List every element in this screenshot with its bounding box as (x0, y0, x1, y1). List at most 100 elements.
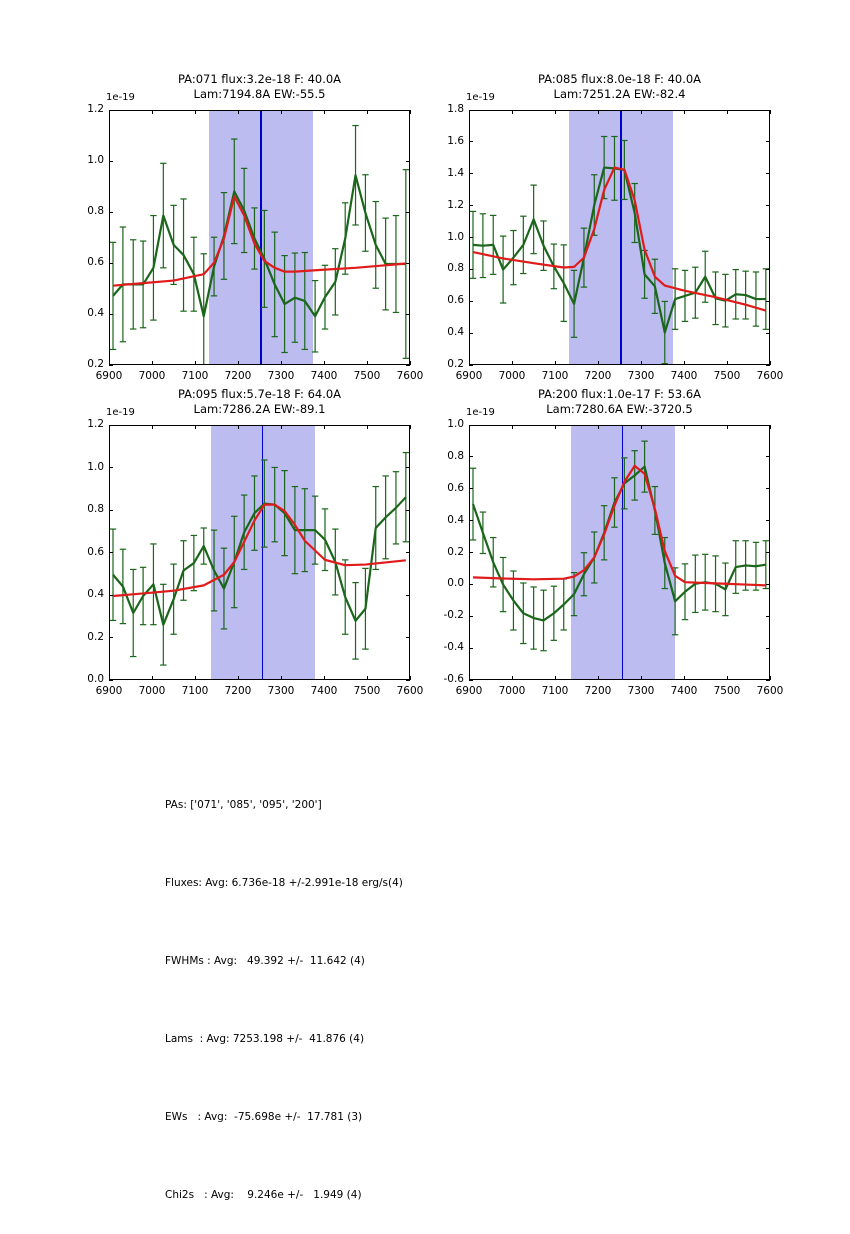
y-tick-label: 1.0 (447, 418, 464, 430)
x-tick-label: 7200 (224, 370, 252, 382)
x-tick-label: 7000 (138, 370, 166, 382)
y-tick (469, 300, 473, 302)
x-tick (108, 676, 110, 680)
x-tick-label: 7600 (396, 370, 424, 382)
x-tick (194, 110, 196, 114)
y-tick (469, 109, 473, 111)
plot-area (109, 425, 410, 680)
y-tick-label: 0.8 (87, 205, 104, 217)
line-center-marker (620, 111, 622, 364)
panel-title-line2: Lam:7280.6A EW:-3720.5 (546, 402, 693, 416)
summary-line-lams: Lams : Avg: 7253.198 +/- 41.876 (4) (165, 1033, 365, 1045)
y-tick-label: 0.2 (87, 358, 104, 370)
x-tick-label: 7100 (541, 370, 569, 382)
fit-window-band (568, 111, 674, 364)
plot-area (469, 425, 770, 680)
x-tick (409, 425, 411, 429)
y-tick (109, 160, 113, 162)
panel-title-line1: PA:085 flux:8.0e-18 F: 40.0A (537, 72, 702, 86)
x-tick-label: 7500 (713, 370, 741, 382)
y-axis-offset-label: 1e-19 (466, 407, 495, 418)
y-tick (766, 300, 770, 302)
y-tick-label: -0.2 (443, 609, 465, 622)
fit-window-band (210, 426, 316, 679)
x-tick-label: 7600 (756, 370, 784, 382)
y-tick (406, 679, 410, 681)
x-tick-label: 7400 (670, 370, 698, 382)
x-tick-label: 7600 (756, 685, 784, 697)
y-tick-label: 0.4 (447, 326, 464, 339)
x-tick (194, 425, 196, 429)
x-tick (597, 110, 599, 114)
y-tick (109, 552, 113, 553)
x-tick-label: 7100 (541, 685, 569, 697)
plot-area (109, 110, 410, 365)
y-tick-label: 0.2 (447, 358, 464, 370)
x-tick (726, 425, 728, 429)
y-tick (469, 552, 473, 553)
x-tick (194, 361, 196, 365)
panel-title-line2: Lam:7251.2A EW:-82.4 (553, 87, 686, 101)
x-tick-label: 7200 (584, 370, 612, 382)
x-tick (194, 676, 196, 680)
y-tick-label: 0.6 (447, 481, 464, 494)
y-tick (469, 237, 473, 238)
summary-line-chi2s: Chi2s : Avg: 9.246e +/- 1.949 (4) (165, 1189, 362, 1201)
y-tick (406, 467, 410, 468)
x-tick (769, 425, 771, 429)
y-tick (406, 364, 410, 366)
y-tick (766, 205, 770, 207)
y-tick (406, 424, 410, 426)
x-tick-label: 7500 (713, 685, 741, 697)
y-tick (766, 332, 770, 334)
x-tick (683, 361, 685, 365)
y-tick (109, 679, 113, 681)
x-tick (468, 425, 470, 429)
x-tick (409, 361, 411, 365)
model-fit-line (472, 166, 767, 312)
y-tick (469, 520, 473, 522)
summary-line-fluxes: Fluxes: Avg: 6.736e-18 +/-2.991e-18 erg/… (165, 877, 403, 889)
y-tick (406, 552, 410, 553)
line-center-marker (260, 111, 262, 364)
x-tick (683, 425, 685, 429)
y-tick (766, 520, 770, 522)
x-tick (769, 110, 771, 114)
y-tick (469, 268, 473, 270)
y-tick (766, 364, 770, 366)
x-tick-label: 7400 (670, 685, 698, 697)
y-tick-label: 1.2 (87, 418, 104, 430)
x-tick (280, 110, 282, 114)
panel-title: PA:095 flux:5.7e-18 F: 64.0A Lam:7286.2A … (109, 387, 410, 419)
panel-title-line1: PA:200 flux:1.0e-17 F: 53.6A (537, 387, 702, 401)
model-fit-line (112, 195, 406, 287)
panel-title-line1: PA:095 flux:5.7e-18 F: 64.0A (177, 387, 342, 401)
panel-title-line2: Lam:7194.8A EW:-55.5 (193, 87, 326, 101)
y-tick-label: 0.8 (447, 449, 464, 462)
x-tick-label: 6900 (455, 370, 483, 382)
y-tick-label: 1.4 (447, 166, 464, 179)
x-tick (323, 110, 325, 114)
y-axis-offset-label: 1e-19 (106, 92, 135, 103)
y-axis-offset-label: 1e-19 (466, 92, 495, 103)
y-tick (469, 205, 473, 207)
y-tick (766, 552, 770, 553)
x-tick (237, 361, 239, 365)
x-tick (366, 676, 368, 680)
x-tick (366, 425, 368, 429)
y-tick (109, 424, 113, 426)
y-tick (766, 456, 770, 458)
y-tick (109, 211, 113, 213)
fit-window-band (570, 426, 676, 679)
x-tick (769, 361, 771, 365)
x-tick (409, 110, 411, 114)
x-tick (280, 361, 282, 365)
y-tick (109, 313, 113, 315)
x-tick (280, 676, 282, 680)
x-tick (468, 110, 470, 114)
spectral-fit-figure: PA:071 flux:3.2e-18 F: 40.0A Lam:7194.8A … (87, 72, 784, 697)
x-tick (323, 361, 325, 365)
x-tick-label: 7300 (627, 685, 655, 697)
x-tick-label: 7400 (310, 370, 338, 382)
observed-spectrum-line (472, 166, 766, 334)
